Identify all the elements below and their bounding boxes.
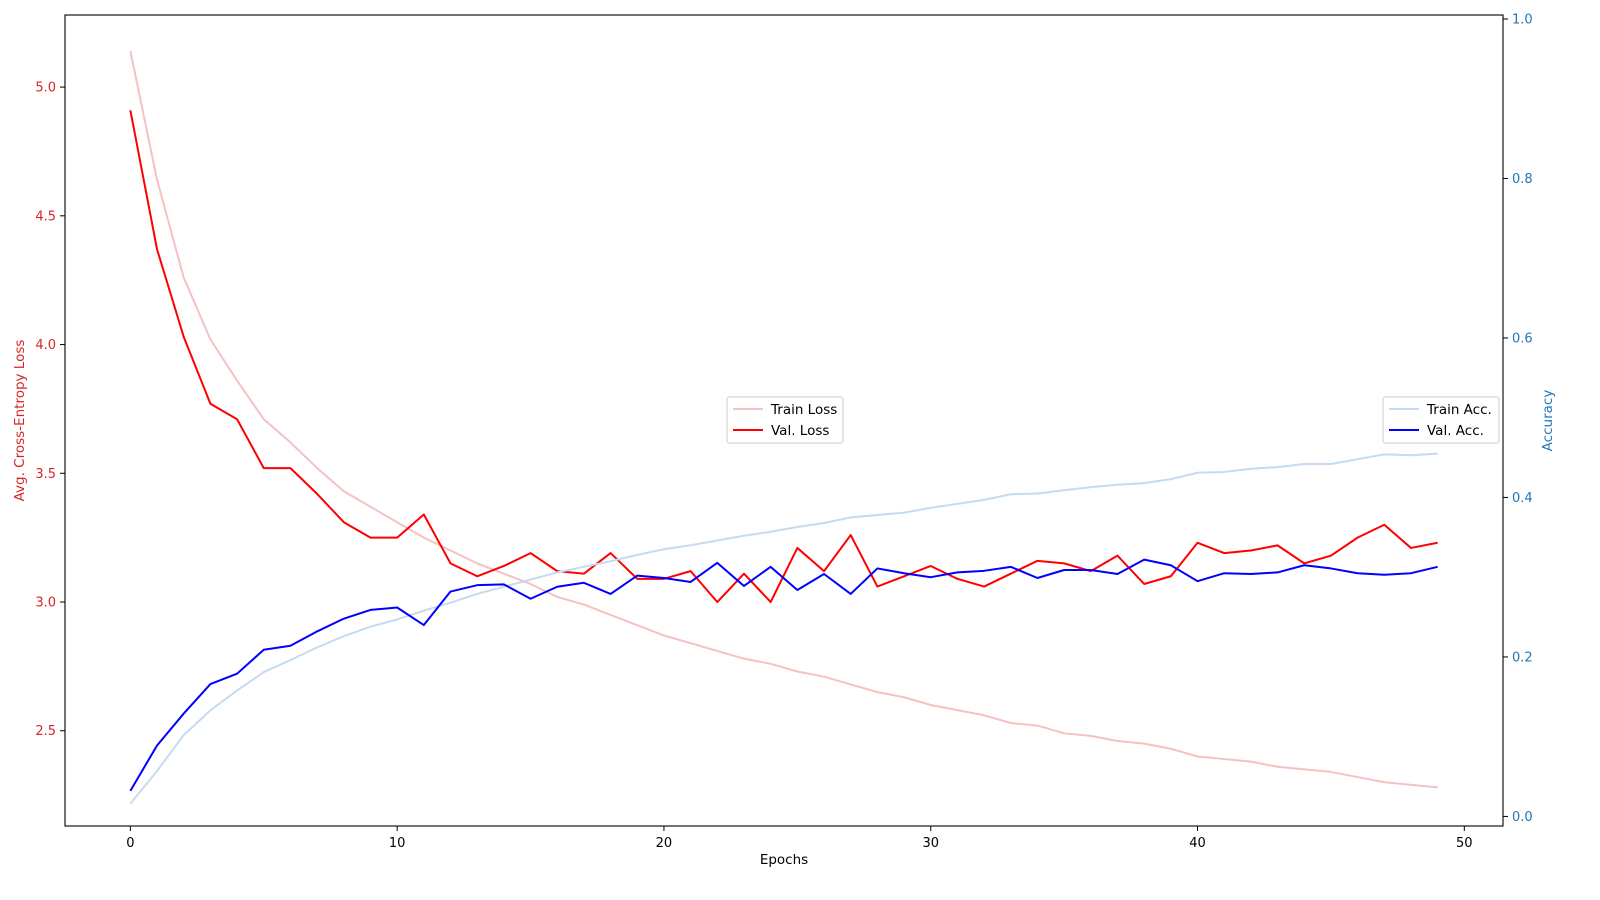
y-axis-right: 0.0 0.2 0.4 0.6 0.8 1.0: [1503, 12, 1533, 825]
y-left-tick-label: 4.5: [35, 209, 56, 224]
legend-train-acc-label: Train Acc.: [1426, 402, 1492, 418]
legend-acc: Train Acc. Val. Acc.: [1382, 396, 1500, 444]
y-axis-left-title: Avg. Cross-Entropy Loss: [12, 340, 28, 502]
y-right-tick-label: 0.4: [1512, 491, 1533, 506]
series-layer: [129, 50, 1438, 805]
x-tick-label: 40: [1189, 836, 1206, 851]
y-left-tick-label: 2.5: [35, 724, 56, 739]
y-right-tick-label: 0.2: [1512, 650, 1533, 665]
y-axis-right-title: Accuracy: [1540, 390, 1556, 452]
legend-train-loss-label: Train Loss: [770, 402, 837, 418]
x-tick-label: 10: [389, 836, 406, 851]
y-left-tick-label: 3.5: [35, 467, 56, 482]
x-tick-label: 0: [126, 836, 134, 851]
legend-val-loss-label: Val. Loss: [771, 423, 829, 439]
x-tick-label: 20: [656, 836, 673, 851]
y-right-tick-label: 0.8: [1512, 172, 1533, 187]
y-right-tick-label: 0.0: [1512, 810, 1533, 825]
plot-frame: [64, 14, 1504, 827]
series-line-val-loss: [129, 110, 1438, 604]
legend-val-acc-label: Val. Acc.: [1427, 423, 1484, 439]
y-left-tick-label: 5.0: [35, 81, 56, 96]
y-left-tick-label: 3.0: [35, 596, 56, 611]
y-axis-left: 2.5 3.0 3.5 4.0 4.5 5.0: [35, 81, 65, 739]
series-line-train-loss: [129, 50, 1438, 789]
x-tick-label: 50: [1456, 836, 1473, 851]
y-left-tick-label: 4.0: [35, 338, 56, 353]
series-line-train-acc: [129, 452, 1438, 805]
y-right-tick-label: 0.6: [1512, 331, 1533, 346]
x-axis-title: Epochs: [760, 852, 808, 868]
x-axis: 0 10 20 30 40 50: [126, 826, 1473, 851]
legend-loss: Train Loss Val. Loss: [726, 396, 844, 444]
series-line-val-acc: [129, 558, 1438, 792]
y-right-tick-label: 1.0: [1512, 12, 1533, 27]
x-tick-label: 30: [922, 836, 939, 851]
